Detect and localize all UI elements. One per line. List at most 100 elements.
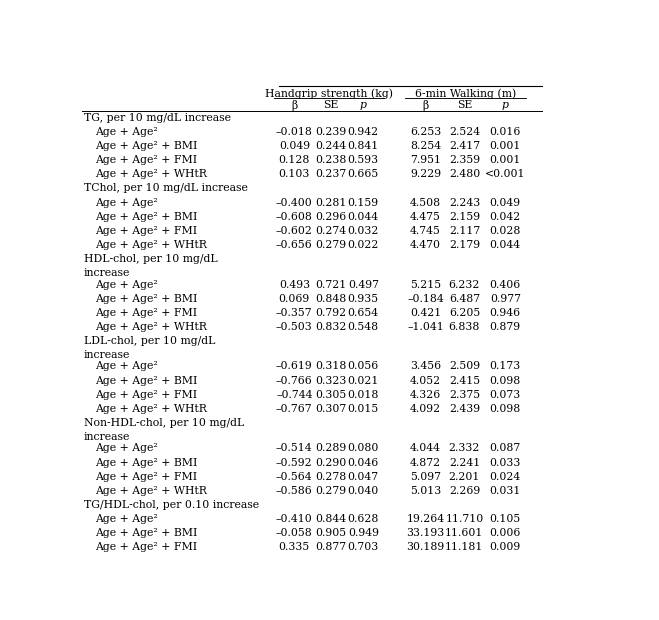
Text: Age + Age² + WHtR: Age + Age² + WHtR bbox=[95, 240, 207, 250]
Text: 0.024: 0.024 bbox=[490, 472, 521, 482]
Text: 0.022: 0.022 bbox=[347, 240, 379, 250]
Text: 0.105: 0.105 bbox=[490, 514, 521, 524]
Text: –0.767: –0.767 bbox=[276, 404, 312, 414]
Text: Age + Age² + WHtR: Age + Age² + WHtR bbox=[95, 485, 207, 496]
Text: 0.879: 0.879 bbox=[490, 322, 521, 332]
Text: 4.475: 4.475 bbox=[410, 211, 441, 222]
Text: TChol, per 10 mg/dL increase: TChol, per 10 mg/dL increase bbox=[84, 184, 248, 193]
Text: 2.439: 2.439 bbox=[449, 404, 480, 414]
Text: 0.792: 0.792 bbox=[316, 308, 347, 317]
Text: 0.421: 0.421 bbox=[410, 308, 442, 317]
Text: –0.514: –0.514 bbox=[276, 443, 312, 453]
Text: 0.080: 0.080 bbox=[347, 443, 379, 453]
Text: 6.487: 6.487 bbox=[449, 294, 480, 304]
Text: –0.400: –0.400 bbox=[276, 198, 313, 208]
Text: –0.592: –0.592 bbox=[276, 458, 312, 467]
Text: HDL-chol, per 10 mg/dL: HDL-chol, per 10 mg/dL bbox=[84, 254, 217, 264]
Text: β: β bbox=[422, 100, 429, 111]
Text: Age + Age²: Age + Age² bbox=[95, 127, 158, 137]
Text: 0.049: 0.049 bbox=[490, 198, 521, 208]
Text: 0.047: 0.047 bbox=[348, 472, 379, 482]
Text: 0.323: 0.323 bbox=[316, 376, 347, 386]
Text: –0.564: –0.564 bbox=[276, 472, 312, 482]
Text: 2.509: 2.509 bbox=[449, 361, 480, 371]
Text: 2.201: 2.201 bbox=[449, 472, 480, 482]
Text: –0.503: –0.503 bbox=[276, 322, 313, 332]
Text: 2.524: 2.524 bbox=[449, 127, 480, 137]
Text: 0.040: 0.040 bbox=[348, 485, 379, 496]
Text: 0.033: 0.033 bbox=[490, 458, 521, 467]
Text: 4.508: 4.508 bbox=[410, 198, 441, 208]
Text: 0.274: 0.274 bbox=[316, 226, 347, 236]
Text: increase: increase bbox=[84, 268, 130, 278]
Text: 0.128: 0.128 bbox=[279, 156, 310, 166]
Text: Age + Age² + FMI: Age + Age² + FMI bbox=[95, 156, 197, 166]
Text: 2.375: 2.375 bbox=[449, 389, 480, 400]
Text: 0.009: 0.009 bbox=[490, 542, 521, 552]
Text: 0.949: 0.949 bbox=[348, 528, 379, 538]
Text: increase: increase bbox=[84, 432, 130, 442]
Text: 6.205: 6.205 bbox=[449, 308, 480, 317]
Text: 0.018: 0.018 bbox=[347, 389, 379, 400]
Text: –0.744: –0.744 bbox=[276, 389, 312, 400]
Text: 4.052: 4.052 bbox=[410, 376, 441, 386]
Text: 5.215: 5.215 bbox=[410, 280, 441, 290]
Text: 0.665: 0.665 bbox=[348, 169, 379, 179]
Text: 5.097: 5.097 bbox=[410, 472, 441, 482]
Text: 0.832: 0.832 bbox=[316, 322, 347, 332]
Text: 0.942: 0.942 bbox=[348, 127, 379, 137]
Text: 0.844: 0.844 bbox=[316, 514, 347, 524]
Text: <0.001: <0.001 bbox=[485, 169, 525, 179]
Text: 0.244: 0.244 bbox=[316, 141, 347, 151]
Text: 0.628: 0.628 bbox=[347, 514, 379, 524]
Text: 0.046: 0.046 bbox=[348, 458, 379, 467]
Text: Age + Age²: Age + Age² bbox=[95, 514, 158, 524]
Text: 2.179: 2.179 bbox=[449, 240, 480, 250]
Text: 0.493: 0.493 bbox=[279, 280, 310, 290]
Text: –0.410: –0.410 bbox=[276, 514, 313, 524]
Text: 6-min Walking (m): 6-min Walking (m) bbox=[415, 88, 516, 99]
Text: 3.456: 3.456 bbox=[410, 361, 441, 371]
Text: 0.073: 0.073 bbox=[490, 389, 521, 400]
Text: 4.470: 4.470 bbox=[410, 240, 441, 250]
Text: 0.848: 0.848 bbox=[316, 294, 347, 304]
Text: 0.031: 0.031 bbox=[490, 485, 521, 496]
Text: 0.548: 0.548 bbox=[348, 322, 379, 332]
Text: 2.241: 2.241 bbox=[449, 458, 480, 467]
Text: 0.001: 0.001 bbox=[490, 156, 521, 166]
Text: 7.951: 7.951 bbox=[410, 156, 441, 166]
Text: 6.253: 6.253 bbox=[410, 127, 442, 137]
Text: 0.028: 0.028 bbox=[490, 226, 521, 236]
Text: 0.593: 0.593 bbox=[348, 156, 379, 166]
Text: 2.243: 2.243 bbox=[449, 198, 480, 208]
Text: TG/HDL-chol, per 0.10 increase: TG/HDL-chol, per 0.10 increase bbox=[84, 500, 259, 510]
Text: 5.013: 5.013 bbox=[410, 485, 442, 496]
Text: Age + Age²: Age + Age² bbox=[95, 443, 158, 453]
Text: β: β bbox=[291, 100, 297, 111]
Text: 0.877: 0.877 bbox=[316, 542, 347, 552]
Text: 0.279: 0.279 bbox=[316, 240, 347, 250]
Text: 0.305: 0.305 bbox=[316, 389, 347, 400]
Text: –1.041: –1.041 bbox=[407, 322, 444, 332]
Text: 19.264: 19.264 bbox=[407, 514, 445, 524]
Text: Age + Age² + BMI: Age + Age² + BMI bbox=[95, 141, 198, 151]
Text: 0.289: 0.289 bbox=[316, 443, 347, 453]
Text: Age + Age² + BMI: Age + Age² + BMI bbox=[95, 528, 198, 538]
Text: 0.278: 0.278 bbox=[316, 472, 347, 482]
Text: Age + Age² + BMI: Age + Age² + BMI bbox=[95, 376, 198, 386]
Text: 0.307: 0.307 bbox=[316, 404, 347, 414]
Text: 0.056: 0.056 bbox=[348, 361, 379, 371]
Text: Non-HDL-chol, per 10 mg/dL: Non-HDL-chol, per 10 mg/dL bbox=[84, 418, 244, 428]
Text: 2.269: 2.269 bbox=[449, 485, 480, 496]
Text: 0.032: 0.032 bbox=[347, 226, 379, 236]
Text: 0.044: 0.044 bbox=[490, 240, 521, 250]
Text: –0.184: –0.184 bbox=[407, 294, 444, 304]
Text: Age + Age² + BMI: Age + Age² + BMI bbox=[95, 458, 198, 467]
Text: 8.254: 8.254 bbox=[410, 141, 441, 151]
Text: 0.946: 0.946 bbox=[490, 308, 521, 317]
Text: SE: SE bbox=[324, 100, 339, 110]
Text: Age + Age²: Age + Age² bbox=[95, 361, 158, 371]
Text: –0.586: –0.586 bbox=[276, 485, 313, 496]
Text: 9.229: 9.229 bbox=[410, 169, 441, 179]
Text: 2.332: 2.332 bbox=[449, 443, 480, 453]
